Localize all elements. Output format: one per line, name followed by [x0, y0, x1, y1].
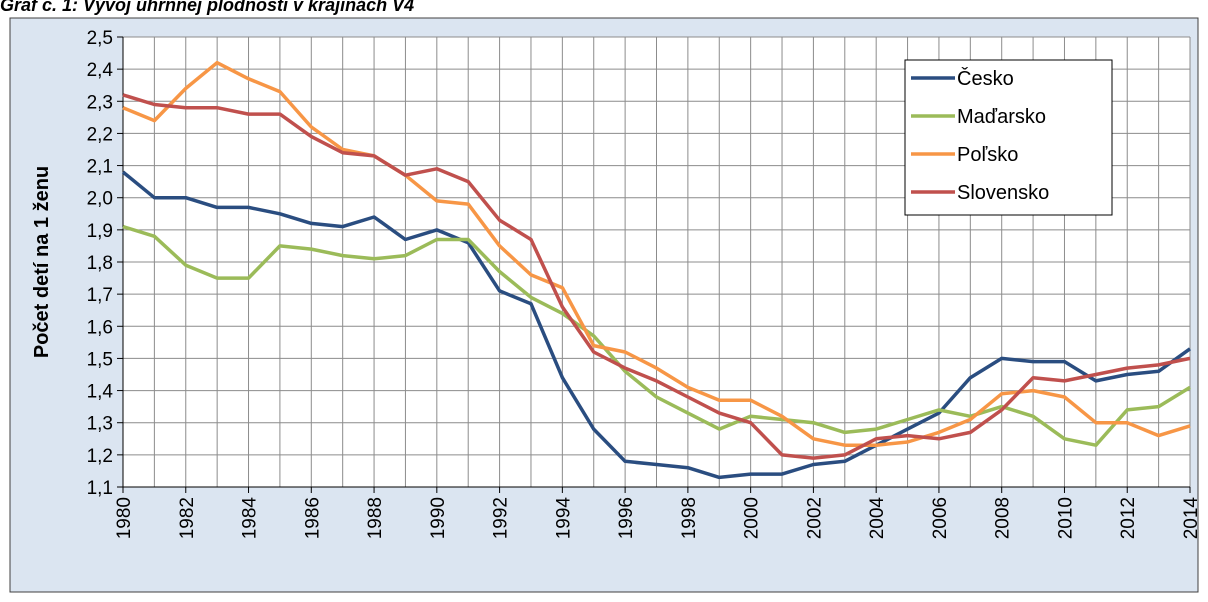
- x-tick-label: 2008: [993, 497, 1014, 539]
- x-tick-label: 2014: [1181, 497, 1202, 540]
- x-tick-label: 2000: [742, 497, 763, 539]
- x-tick-label: 1990: [428, 497, 449, 539]
- x-tick-label: 1992: [491, 497, 512, 539]
- series-line: [122, 60, 1191, 447]
- legend-label: Maďarsko: [957, 106, 1046, 128]
- x-tick-label: 1986: [302, 497, 323, 539]
- series-line: [122, 224, 1191, 447]
- x-tick-label: 2012: [1118, 497, 1139, 539]
- legend-label: Česko: [957, 67, 1014, 90]
- y-tick-label: 1,8: [87, 253, 113, 274]
- y-tick-label: 1,5: [87, 349, 113, 370]
- y-tick-label: 1,2: [87, 446, 113, 467]
- y-axis-label: Počet detí na 1 ženu: [31, 166, 53, 358]
- legend-label: Poľsko: [957, 144, 1018, 166]
- chart-title: Graf č. 1: Vývoj úhrnnej plodnosti v kra…: [0, 0, 414, 15]
- x-tick-label: 1994: [553, 497, 574, 540]
- y-tick-label: 1,4: [87, 382, 114, 403]
- x-tick-label: 2006: [930, 497, 951, 539]
- y-tick-label: 1,9: [87, 221, 113, 242]
- x-tick-label: 1984: [240, 497, 261, 540]
- y-tick-label: 1,6: [87, 317, 113, 338]
- y-tick-label: 2,4: [87, 60, 114, 81]
- x-tick-label: 1982: [177, 497, 198, 539]
- y-tick-label: 1,3: [87, 414, 113, 435]
- series-line: [121, 170, 1192, 480]
- x-tick-label: 1996: [616, 497, 637, 539]
- y-tick-label: 2,5: [87, 28, 113, 49]
- y-tick-label: 2,1: [87, 157, 113, 178]
- legend-label: Slovensko: [957, 182, 1049, 204]
- x-tick-label: 1998: [679, 497, 700, 539]
- series-line: [122, 93, 1191, 460]
- y-tick-label: 2,3: [87, 92, 113, 113]
- x-tick-label: 1988: [365, 497, 386, 539]
- x-tick-label: 2010: [1055, 497, 1076, 539]
- y-tick-label: 2,0: [87, 189, 113, 210]
- y-tick-label: 2,2: [87, 124, 113, 145]
- y-tick-label: 1,7: [87, 285, 113, 306]
- y-tick-label: 1,1: [87, 478, 113, 499]
- legend-box: [904, 59, 1113, 216]
- x-tick-label: 2002: [804, 497, 825, 539]
- x-tick-label: 1980: [114, 497, 135, 539]
- x-tick-label: 2004: [867, 497, 888, 540]
